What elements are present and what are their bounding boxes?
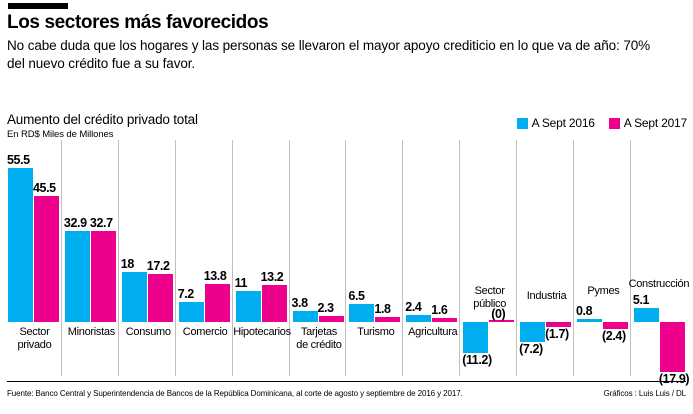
bar-value-label: 3.8 bbox=[291, 296, 309, 311]
category-separator bbox=[60, 140, 62, 376]
bar-value-label: 45.5 bbox=[33, 180, 56, 195]
bar-2017 bbox=[546, 322, 572, 327]
category-label: Tarjetas de crédito bbox=[296, 326, 342, 351]
bar-2017 bbox=[204, 283, 230, 322]
legend-label-2016: A Sept 2016 bbox=[531, 116, 595, 130]
category-label: Pymes bbox=[587, 285, 620, 297]
bar-value-label: 55.5 bbox=[7, 152, 30, 167]
bar-2017 bbox=[375, 316, 401, 322]
bar-value-label: 32.7 bbox=[89, 216, 113, 231]
bar-value-label: 6.5 bbox=[348, 288, 365, 303]
bar-value-label: 13.8 bbox=[203, 268, 227, 283]
category-separator bbox=[573, 140, 574, 376]
category-label: Industria bbox=[526, 290, 567, 302]
bar-value-label: 0.8 bbox=[576, 304, 593, 318]
bar-2016 bbox=[406, 315, 432, 322]
bar-2017 bbox=[489, 320, 515, 322]
category-label: Agricultura bbox=[408, 326, 458, 338]
bar-value-label: (1.7) bbox=[545, 326, 569, 341]
top-rule-decoration bbox=[8, 3, 68, 9]
category-label: Minoristas bbox=[67, 326, 115, 338]
category-separator bbox=[231, 140, 233, 376]
bar-2016 bbox=[463, 322, 489, 354]
bar-value-label: 7.2 bbox=[177, 286, 195, 301]
footer-divider bbox=[7, 381, 686, 382]
bar-2017 bbox=[318, 315, 344, 322]
legend-swatch-2017-icon bbox=[608, 117, 620, 129]
category-separator bbox=[402, 140, 404, 376]
bar-value-label: (0) bbox=[491, 307, 506, 321]
chart-title: Aumento del crédito privado total bbox=[7, 112, 198, 127]
bar-value-label: 2.3 bbox=[317, 300, 335, 315]
bar-value-label: (17.9) bbox=[658, 371, 690, 386]
bar-value-label: 1.8 bbox=[374, 301, 391, 316]
bar-value-label: 17.2 bbox=[146, 259, 170, 274]
category-separator bbox=[459, 140, 461, 376]
bar-value-label: 5.1 bbox=[632, 292, 650, 307]
bar-value-label: 11 bbox=[234, 276, 248, 291]
bar-2016 bbox=[121, 271, 147, 322]
category-separator bbox=[345, 140, 347, 376]
bar-2017 bbox=[603, 322, 628, 329]
category-separator bbox=[174, 140, 176, 376]
category-label: Consumo bbox=[125, 326, 171, 338]
credit-note: Gráficos : Luis Luis / DL bbox=[603, 389, 687, 398]
bar-2017 bbox=[147, 274, 173, 322]
bar-2016 bbox=[235, 291, 261, 322]
legend-label-2017: A Sept 2017 bbox=[623, 116, 687, 130]
category-separator bbox=[117, 140, 119, 376]
bar-value-label: 32.9 bbox=[63, 215, 87, 230]
category-separator bbox=[629, 140, 631, 376]
bar-2017 bbox=[261, 285, 287, 322]
bar-2017 bbox=[659, 322, 685, 372]
bar-2017 bbox=[90, 231, 116, 322]
bar-value-label: (11.2) bbox=[462, 353, 492, 368]
category-separator bbox=[516, 140, 518, 376]
category-label: Construcción bbox=[628, 278, 690, 290]
page-title: Los sectores más favorecidos bbox=[7, 12, 269, 33]
bar-value-label: 1.6 bbox=[431, 302, 448, 317]
bar-2017 bbox=[34, 195, 59, 322]
category-label: Comercio bbox=[182, 326, 228, 338]
bar-2016 bbox=[577, 319, 602, 322]
chart-subtitle: En RD$ Miles de Millones bbox=[7, 129, 114, 140]
category-label: Sector privado bbox=[17, 326, 52, 351]
bar-2016 bbox=[633, 307, 659, 322]
legend-item-2017: A Sept 2017 bbox=[608, 116, 687, 130]
bar-2016 bbox=[64, 230, 90, 322]
bar-2016 bbox=[349, 303, 375, 322]
category-label: Hipotecarios bbox=[233, 326, 291, 338]
legend-item-2016: A Sept 2016 bbox=[516, 116, 595, 130]
bar-value-label: 18 bbox=[120, 256, 135, 271]
bar-2016 bbox=[520, 322, 546, 343]
source-note: Fuente: Banco Central y Superintendencia… bbox=[7, 389, 463, 398]
bar-2016 bbox=[292, 311, 318, 322]
page-deck: No cabe duda que los hogares y las perso… bbox=[7, 38, 651, 71]
bar-2016 bbox=[8, 167, 33, 322]
bar-value-label: 2.4 bbox=[405, 300, 422, 315]
chart-legend: A Sept 2016 A Sept 2017 bbox=[516, 116, 687, 130]
bar-2016 bbox=[178, 301, 204, 322]
bar-value-label: 13.2 bbox=[260, 270, 284, 285]
bar-2017 bbox=[432, 317, 458, 322]
bar-value-label: (7.2) bbox=[519, 342, 543, 357]
category-separator bbox=[288, 140, 290, 376]
legend-swatch-2016-icon bbox=[516, 117, 528, 129]
category-label: Sector público bbox=[473, 285, 507, 310]
category-label: Turismo bbox=[357, 326, 395, 338]
bar-value-label: (2.4) bbox=[602, 328, 626, 343]
